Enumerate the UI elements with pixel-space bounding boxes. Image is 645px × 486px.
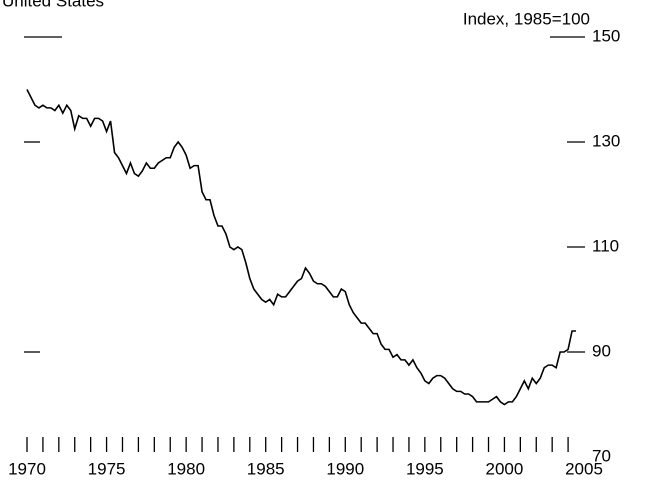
data-line: [26, 89, 577, 406]
x-tick-label: 1985: [247, 459, 285, 478]
y-axis-label: Index, 1985=100: [463, 9, 590, 28]
x-tick-label: 1975: [88, 459, 126, 478]
chart-title: United States: [2, 0, 104, 10]
x-tick-label: 1990: [326, 459, 364, 478]
y-tick-label: 150: [592, 26, 620, 45]
y-tick-label: 70: [592, 446, 611, 465]
y-tick-label: 90: [592, 341, 611, 360]
x-tick-label: 1970: [8, 459, 46, 478]
y-tick-label: 130: [592, 131, 620, 150]
x-tick-label: 1995: [406, 459, 444, 478]
x-tick-label: 2000: [486, 459, 524, 478]
x-tick-label: 2005: [565, 459, 603, 478]
x-tick-label: 1980: [167, 459, 205, 478]
y-tick-label: 110: [592, 236, 619, 255]
